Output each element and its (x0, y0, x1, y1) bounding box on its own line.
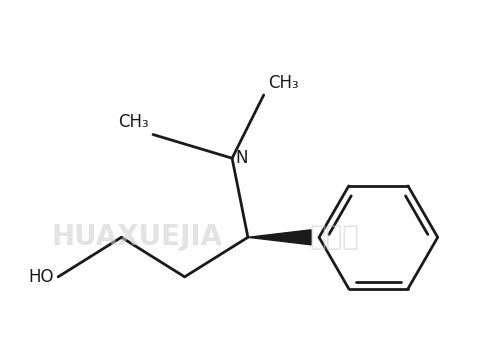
Text: CH₃: CH₃ (268, 74, 299, 92)
Text: N: N (235, 149, 248, 167)
Text: HUAXUEJIA: HUAXUEJIA (52, 223, 223, 251)
Text: CH₃: CH₃ (118, 113, 148, 131)
Polygon shape (248, 230, 311, 245)
Text: HO: HO (28, 268, 53, 286)
Text: 化学加: 化学加 (310, 223, 360, 251)
